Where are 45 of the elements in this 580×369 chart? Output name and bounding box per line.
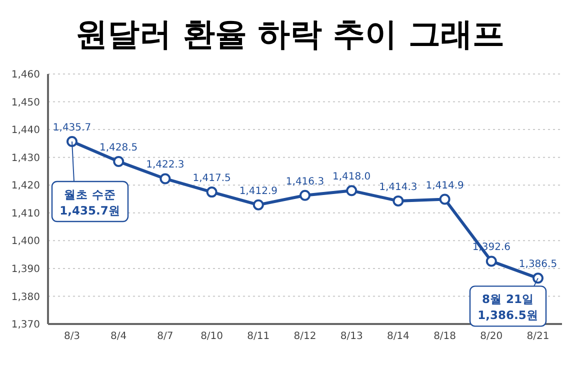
data-label: 1,412.9 bbox=[239, 186, 278, 197]
data-label: 1,416.3 bbox=[286, 176, 324, 188]
chart-title: 원달러 환율 하락 추이 그래프 bbox=[74, 14, 506, 55]
point bbox=[392, 195, 404, 206]
data-label: 1,414.9 bbox=[426, 180, 464, 192]
x-tick-label: 8/14 bbox=[386, 331, 410, 342]
data-label: 1,435.7 bbox=[52, 122, 92, 134]
y-tick-label: 1,450 bbox=[11, 97, 40, 108]
y-tick-label: 1,460 bbox=[11, 70, 40, 81]
y-tick-label: 1,420 bbox=[11, 180, 40, 192]
x-tick-label: 8/7 bbox=[157, 331, 174, 342]
point bbox=[300, 190, 310, 201]
data-label: 1,428.5 bbox=[100, 142, 138, 154]
y-tick-label: 1,440 bbox=[11, 125, 40, 136]
annotation: 8월 21일 1,386.5원 bbox=[478, 292, 538, 322]
x-tick-label: 8/3 bbox=[64, 331, 80, 342]
data-label: 1,414.3 bbox=[379, 182, 418, 193]
y-tick-label: 1,380 bbox=[11, 292, 40, 303]
y-tick-label: 1,390 bbox=[11, 264, 40, 275]
x-tick-label: 8/11 bbox=[247, 331, 270, 342]
y-tick-label: 1,430 bbox=[11, 152, 40, 164]
point bbox=[346, 185, 358, 196]
y-tick-label: 1,400 bbox=[11, 236, 40, 248]
x-tick-label: 8/12 bbox=[294, 331, 316, 342]
x-tick-label: 8/4 bbox=[110, 331, 127, 342]
point bbox=[486, 256, 497, 267]
point bbox=[252, 199, 264, 210]
data-label: 1,418.0 bbox=[332, 172, 371, 183]
data-label: 1,422.3 bbox=[146, 160, 184, 171]
point bbox=[113, 156, 124, 167]
x-tick-label: 8/10 bbox=[200, 331, 224, 342]
point bbox=[439, 194, 450, 205]
y-tick-label: 1,370 bbox=[11, 320, 40, 331]
point bbox=[532, 272, 544, 284]
x-tick-label: 8/20 bbox=[480, 331, 503, 342]
x-tick-label: 8/13 bbox=[340, 331, 363, 342]
data-label: 1,386.5 bbox=[518, 259, 558, 270]
data-label: 1,417.5 bbox=[192, 173, 231, 184]
point bbox=[206, 186, 218, 198]
y-tick-label: 1,410 bbox=[11, 208, 40, 220]
x-tick-label: 8/18 bbox=[434, 331, 456, 342]
annotation: 월초 수준 1,435.7원 bbox=[60, 188, 120, 218]
point bbox=[66, 136, 78, 147]
x-tick-label: 8/21 bbox=[526, 331, 550, 342]
point bbox=[160, 173, 171, 184]
